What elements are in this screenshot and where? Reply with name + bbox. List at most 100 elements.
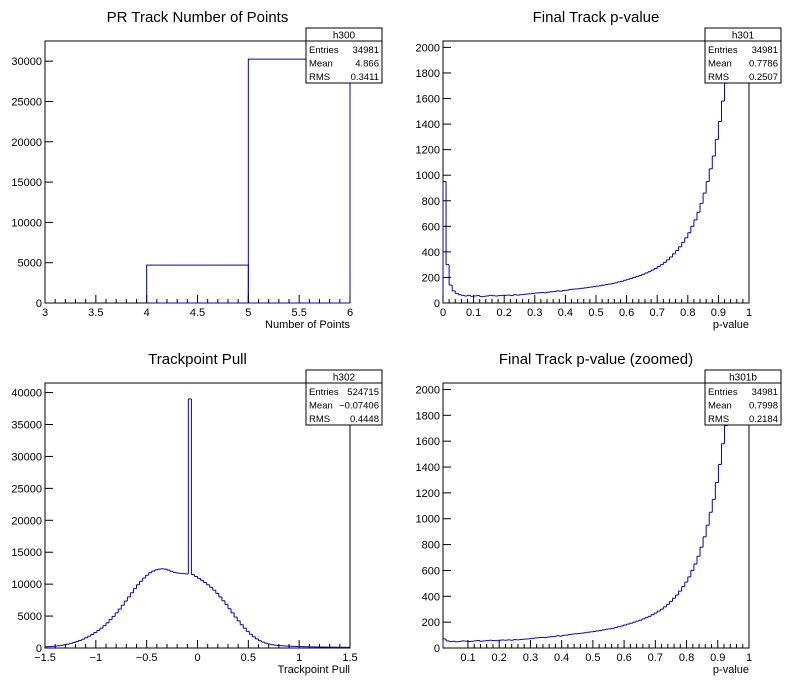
y-tick-label: 40000 [11, 388, 42, 400]
y-tick-label: 200 [422, 272, 440, 284]
y-tick-label: 400 [422, 247, 440, 259]
y-tick-label: 200 [422, 617, 440, 629]
stats-value: 524715 [347, 387, 379, 398]
stats-value: 0.7786 [749, 59, 778, 70]
stats-label: Entries [708, 387, 738, 398]
stats-box: h301 Entries 34981 Mean 0.7786 RMS 0.2507 [704, 27, 782, 84]
x-tick-label: 1 [746, 652, 752, 664]
y-tick-label: 5000 [18, 258, 42, 270]
x-tick-label: 1 [296, 652, 302, 664]
y-tick-label: 25000 [11, 96, 42, 108]
stats-box-frame [704, 27, 782, 84]
y-tick-label: 1600 [416, 436, 440, 448]
y-tick-label: 1400 [416, 462, 440, 474]
stats-box-name: h300 [333, 31, 356, 42]
x-tick-label: −0.5 [136, 652, 158, 664]
y-tick-label: 1800 [416, 68, 440, 80]
x-tick-label: 3.5 [88, 307, 103, 319]
stats-label: Mean [708, 401, 732, 412]
chart-panel-3: Final Track p-value (zoomed) 0 200 400 600 80… [416, 351, 782, 676]
x-tick-label: 0.1 [460, 652, 475, 664]
x-tick-label: 0.4 [554, 652, 569, 664]
y-tick-label: 35000 [11, 420, 42, 432]
stats-box-name: h301b [729, 373, 757, 384]
plot-frame [44, 40, 351, 304]
stats-label: RMS [309, 414, 330, 425]
y-tick-label: 1800 [416, 410, 440, 422]
y-tick-label: 1600 [416, 94, 440, 106]
y-tick-label: 0 [434, 298, 440, 310]
x-tick-label: 6 [347, 307, 353, 319]
x-axis-label: p-value [713, 319, 749, 331]
chart-title: Final Track p-value [533, 9, 660, 26]
x-tick-label: 0 [440, 307, 446, 319]
x-tick-label: 5 [245, 307, 251, 319]
x-tick-label: −1.5 [34, 652, 56, 664]
y-tick-label: 800 [422, 196, 440, 208]
y-tick-label: 0 [36, 298, 42, 310]
stats-label: Entries [309, 387, 339, 398]
stats-value: 34981 [353, 45, 379, 56]
x-tick-label: 0.3 [527, 307, 542, 319]
y-tick-label: 1200 [416, 488, 440, 500]
x-tick-label: 0.2 [497, 307, 512, 319]
x-tick-label: 0.2 [492, 652, 507, 664]
x-tick-label: 0.4 [558, 307, 573, 319]
chart-title: Trackpoint Pull [148, 351, 247, 368]
x-tick-label: 0.5 [588, 307, 603, 319]
stats-value: 0.2507 [749, 72, 778, 83]
x-axis-label: Trackpoint Pull [278, 664, 350, 676]
x-tick-label: 0.9 [710, 652, 725, 664]
y-tick-label: 0 [36, 643, 42, 655]
x-axis-label: p-value [713, 664, 749, 676]
chart-panel-0: PR Track Number of Points 0 5000 10000 15000… [11, 9, 383, 331]
x-tick-label: 0.1 [466, 307, 481, 319]
stats-box: h301b Entries 34981 Mean 0.7998 RMS 0.2184 [704, 369, 782, 426]
plot-frame [44, 382, 351, 649]
y-tick-label: 800 [422, 540, 440, 552]
x-tick-label: 4 [144, 307, 150, 319]
stats-label: Entries [708, 45, 738, 56]
stats-value: 0.4448 [350, 414, 379, 425]
x-tick-label: 4.5 [190, 307, 205, 319]
stats-label: RMS [708, 414, 729, 425]
stats-box: h300 Entries 34981 Mean 4.866 RMS 0.3411 [305, 27, 383, 84]
y-tick-label: 600 [422, 221, 440, 233]
histogram-bin [247, 58, 351, 304]
stats-label: Mean [309, 59, 333, 70]
plot-frame [442, 40, 750, 304]
y-tick-label: 30000 [11, 451, 42, 463]
y-tick-label: 1000 [416, 170, 440, 182]
plot-frame [442, 382, 750, 649]
stats-label: RMS [309, 72, 330, 83]
x-tick-label: 0.5 [241, 652, 256, 664]
stats-value: 0.2184 [749, 414, 778, 425]
y-tick-label: 5000 [18, 611, 42, 623]
stats-box-name: h301 [732, 31, 755, 42]
x-tick-label: 0.8 [680, 307, 695, 319]
y-tick-label: 0 [434, 643, 440, 655]
y-tick-label: 2000 [416, 384, 440, 396]
chart-panel-1: Final Track p-value 0 200 400 600 800 1000 1200… [416, 9, 782, 331]
y-tick-label: 600 [422, 565, 440, 577]
x-tick-label: 0.7 [648, 652, 663, 664]
x-tick-label: 0.9 [711, 307, 726, 319]
y-tick-label: 10000 [11, 217, 42, 229]
x-axis-label: Number of Points [265, 319, 350, 331]
x-tick-label: 0.3 [523, 652, 538, 664]
x-tick-label: 0.7 [650, 307, 665, 319]
y-tick-label: 25000 [11, 483, 42, 495]
chart-title: PR Track Number of Points [107, 9, 289, 26]
y-tick-label: 15000 [11, 547, 42, 559]
chart-title: Final Track p-value (zoomed) [499, 351, 693, 368]
y-tick-label: 1200 [416, 145, 440, 157]
y-tick-label: 30000 [11, 56, 42, 68]
stats-box-frame [305, 27, 383, 84]
y-tick-label: 20000 [11, 137, 42, 149]
stats-value: 4.866 [355, 59, 379, 70]
y-tick-label: 1400 [416, 119, 440, 131]
y-tick-label: 20000 [11, 515, 42, 527]
stats-value: 34981 [752, 387, 778, 398]
stats-box-frame [305, 369, 383, 426]
stats-box: h302 Entries 524715 Mean −0.07406 RMS 0.4448 [305, 369, 383, 426]
